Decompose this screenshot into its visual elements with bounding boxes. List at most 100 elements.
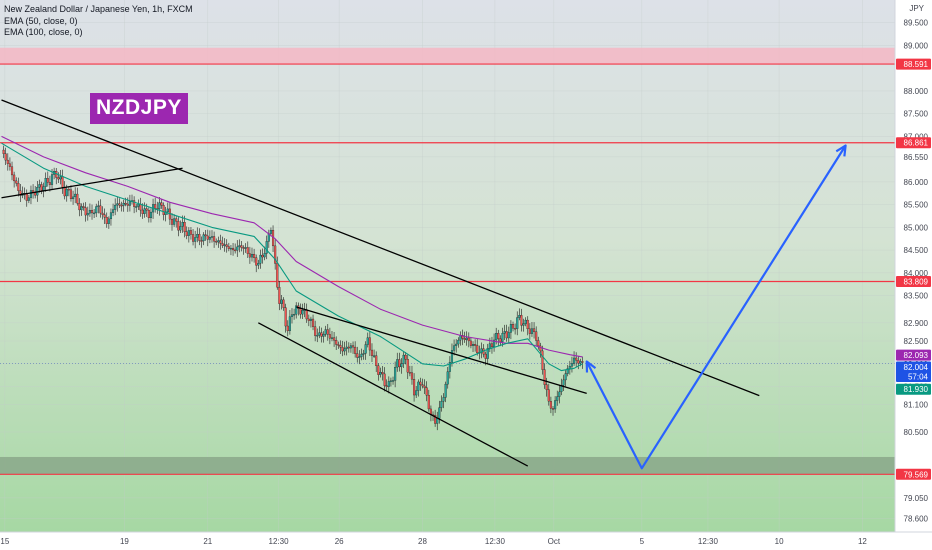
candle-body-49 xyxy=(105,217,108,224)
ema100-line xyxy=(1,135,583,358)
candle-body-15 xyxy=(34,192,37,196)
candle-body-4 xyxy=(10,166,14,176)
candle-body-95 xyxy=(202,234,205,242)
candle-body-251 xyxy=(530,328,534,334)
candle-body-273 xyxy=(577,360,580,364)
candle-body-202 xyxy=(427,395,430,410)
price-tag-2: 83.809 xyxy=(896,276,931,288)
price-tick-13: 85.500 xyxy=(904,201,929,210)
candle-body-148 xyxy=(314,326,317,336)
candle-body-218 xyxy=(461,335,464,339)
candle-body-241 xyxy=(509,324,512,333)
candle-body-127 xyxy=(269,229,272,234)
candle-body-137 xyxy=(290,314,294,317)
candle-body-172 xyxy=(364,344,367,354)
candle-body-130 xyxy=(276,263,279,288)
candle-body-232 xyxy=(490,343,494,348)
candle-body-214 xyxy=(453,345,456,351)
candle-body-63 xyxy=(135,206,138,208)
candle-body-248 xyxy=(524,319,527,324)
candle-body-23 xyxy=(50,174,54,185)
candle-body-115 xyxy=(244,247,247,249)
candle-body-110 xyxy=(234,249,237,252)
candle-body-105 xyxy=(223,244,226,246)
candle-body-161 xyxy=(341,347,344,352)
candle-body-221 xyxy=(467,337,470,342)
candle-body-82 xyxy=(175,218,178,222)
candle-body-244 xyxy=(516,317,519,329)
candle-body-212 xyxy=(448,362,451,372)
legend-ema50[interactable]: EMA (50, close, 0) xyxy=(4,15,78,26)
candle-body-261 xyxy=(551,408,555,410)
candle-body-234 xyxy=(495,333,498,341)
candle-body-121 xyxy=(257,263,260,266)
candle-body-211 xyxy=(446,371,449,385)
candle-body-37 xyxy=(80,206,83,211)
price-tag-1: 86.861 xyxy=(896,137,931,149)
candle-body-184 xyxy=(389,380,392,382)
candle-body-194 xyxy=(410,372,414,380)
price-tag-label-2: 83.809 xyxy=(904,278,929,287)
candle-body-231 xyxy=(488,343,491,349)
candle-body-119 xyxy=(253,253,256,258)
price-tick-11: 84.500 xyxy=(904,246,929,255)
candle-body-200 xyxy=(423,385,426,388)
candle-body-192 xyxy=(406,359,409,373)
candle-body-213 xyxy=(450,350,454,363)
candle-body-259 xyxy=(547,389,550,402)
price-tag-bg-7 xyxy=(896,468,931,480)
candle-body-8 xyxy=(19,190,22,196)
candle-body-55 xyxy=(118,203,121,206)
candle-body-104 xyxy=(221,243,224,246)
candle-body-165 xyxy=(349,345,352,349)
candle-body-69 xyxy=(147,209,150,219)
candle-body-215 xyxy=(455,343,458,346)
candle-body-133 xyxy=(282,299,285,308)
candle-body-70 xyxy=(149,211,153,219)
candle-body-7 xyxy=(17,182,20,191)
candle-body-102 xyxy=(217,240,220,243)
candle-body-250 xyxy=(528,328,531,334)
candle-body-44 xyxy=(95,206,98,214)
candle-body-229 xyxy=(484,353,487,359)
ema50-line xyxy=(1,142,583,372)
candle-body-84 xyxy=(179,226,182,231)
candle-body-17 xyxy=(38,184,41,188)
candle-body-199 xyxy=(421,384,424,387)
candle-body-255 xyxy=(539,345,542,352)
legend-symbol[interactable]: New Zealand Dollar / Japanese Yen, 1h, F… xyxy=(4,4,193,14)
candle-body-43 xyxy=(93,212,96,215)
candle-body-132 xyxy=(280,299,283,304)
price-tag-4: 82.004 xyxy=(896,361,931,373)
candle-body-35 xyxy=(76,193,79,204)
price-tag-label-5: 57:04 xyxy=(908,372,929,381)
candle-body-269 xyxy=(568,366,571,369)
price-tag-5: 57:04 xyxy=(896,370,931,382)
candle-body-247 xyxy=(522,323,525,326)
price-tick-14: 86.000 xyxy=(904,178,929,187)
candle-body-272 xyxy=(575,357,578,361)
candle-body-245 xyxy=(518,315,521,318)
candle-body-72 xyxy=(154,204,157,209)
candle-body-174 xyxy=(368,337,371,351)
time-tick-8: 5 xyxy=(640,537,645,546)
candle-body-225 xyxy=(476,345,479,354)
candle-body-42 xyxy=(90,210,94,214)
legend-ema100[interactable]: EMA (100, close, 0) xyxy=(4,27,83,37)
candle-body-26 xyxy=(57,177,60,180)
candle-body-149 xyxy=(316,335,319,337)
candle-body-237 xyxy=(501,333,504,342)
time-tick-5: 28 xyxy=(418,537,427,546)
candle-body-3 xyxy=(8,163,11,167)
candle-body-60 xyxy=(128,201,131,206)
candle-body-57 xyxy=(122,202,125,206)
candle-body-134 xyxy=(284,307,287,327)
candle-body-182 xyxy=(385,385,388,387)
candle-body-150 xyxy=(318,332,321,336)
price-tag-3: 82.093 xyxy=(896,349,931,361)
candle-body-93 xyxy=(198,233,201,241)
candle-body-264 xyxy=(558,391,561,397)
candle-body-106 xyxy=(225,244,228,247)
